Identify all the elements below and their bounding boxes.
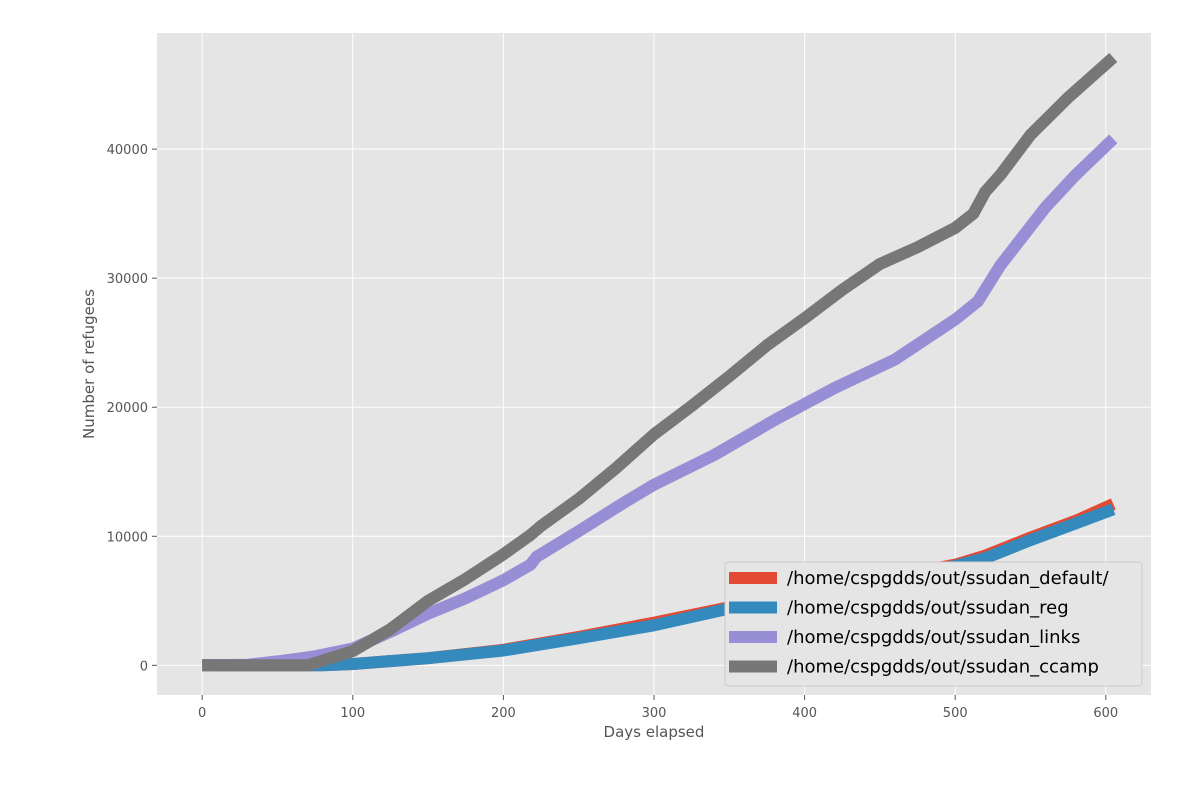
series-line-1 (202, 503, 1116, 672)
x-axis-label: Days elapsed (604, 723, 705, 741)
x-tick-label: 0 (198, 706, 206, 721)
legend-label-0: /home/cspgdds/out/ssudan_default/ (787, 568, 1109, 589)
series-lines (202, 53, 1118, 672)
x-tick-label: 400 (792, 706, 817, 721)
y-tick-label: 40000 (107, 143, 148, 158)
legend-label-3: /home/cspgdds/out/ssudan_ccamp (787, 657, 1099, 678)
x-tick-label: 100 (340, 706, 365, 721)
x-tick-label: 500 (943, 706, 968, 721)
x-tick-label: 200 (491, 706, 516, 721)
legend: /home/cspgdds/out/ssudan_default/ /home/c… (724, 561, 1143, 687)
y-tick-label: 20000 (107, 401, 148, 416)
x-axis-ticks: 0 100 200 300 400 500 600 (198, 695, 1118, 721)
legend-box (724, 561, 1143, 687)
x-tick-label: 300 (642, 706, 667, 721)
y-tick-label: 10000 (107, 530, 148, 545)
y-tick-label: 0 (140, 659, 148, 674)
y-axis-label: Number of refugees (80, 289, 98, 439)
series-line-3 (202, 53, 1118, 672)
legend-label-1: /home/cspgdds/out/ssudan_reg (787, 598, 1069, 619)
legend-label-2: /home/cspgdds/out/ssudan_links (787, 627, 1080, 648)
y-tick-label: 30000 (107, 272, 148, 287)
x-tick-label: 600 (1093, 706, 1118, 721)
y-axis-ticks: 0 10000 20000 30000 40000 (107, 143, 157, 674)
